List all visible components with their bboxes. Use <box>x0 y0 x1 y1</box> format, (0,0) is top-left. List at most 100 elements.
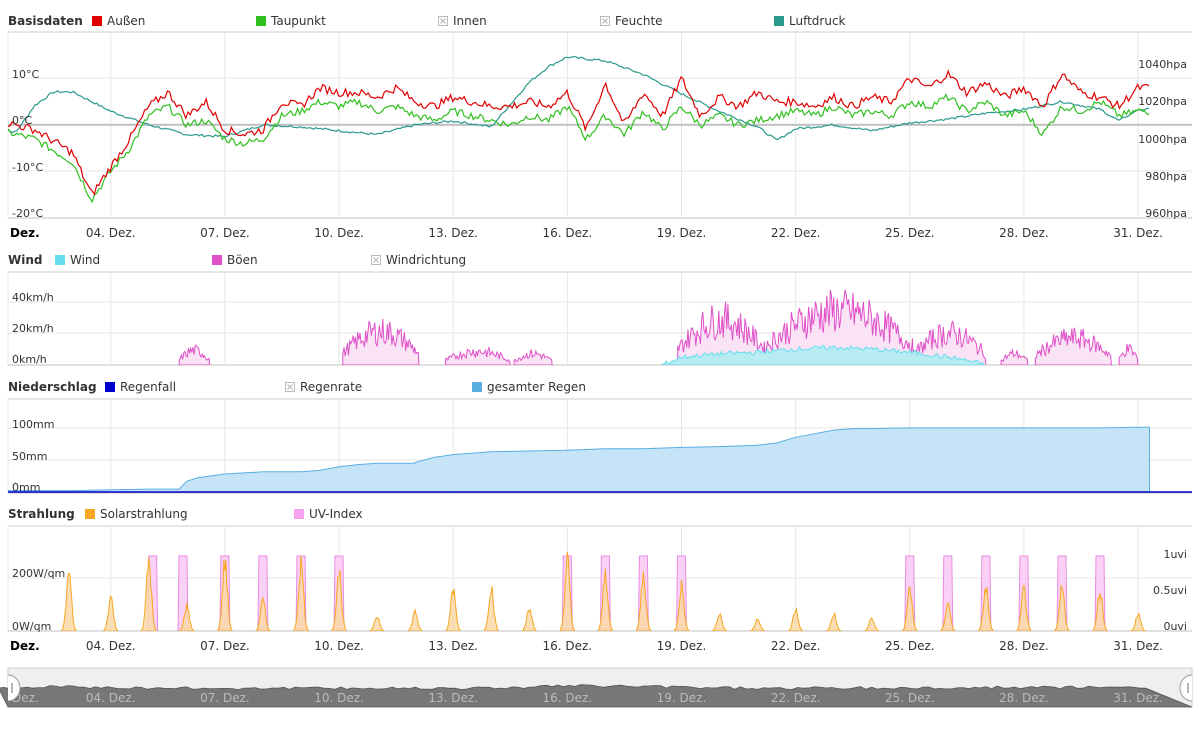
solar-spike <box>635 571 651 631</box>
panel-niederschlag: 100mm 50mm 0mm Niederschlag Regenfall Regenr… <box>7 380 1192 494</box>
solar-spike <box>674 580 689 631</box>
x-tick-label: 07. Dez. <box>200 226 250 240</box>
luftdruck-line <box>8 56 1150 141</box>
solar-spike <box>1054 585 1070 631</box>
grid-basisdaten <box>7 31 1192 219</box>
navigator-handle-right[interactable] <box>1179 674 1193 702</box>
axis-wind: 40km/h 20km/h 0km/h <box>12 291 54 366</box>
boeen-burst <box>764 289 915 365</box>
legend-label: Taupunkt <box>270 14 326 28</box>
x-tick-label-first: Dez. <box>10 226 40 240</box>
legend-item-windrichtung[interactable]: Windrichtung <box>371 253 467 267</box>
y-tick-label: 0W/qm <box>12 620 51 633</box>
legend-label: Windrichtung <box>386 253 466 267</box>
legend-label: Böen <box>227 253 258 267</box>
range-navigator[interactable]: Dez. 04. Dez. 07. Dez. 10. Dez. 13. Dez. 16. … <box>0 667 1193 708</box>
legend-swatch <box>85 509 95 519</box>
legend-label: Regenfall <box>120 380 176 394</box>
x-tick-label: 25. Dez. <box>885 639 935 653</box>
boeen-burst <box>445 345 511 365</box>
legend-item-taupunkt[interactable]: Taupunkt <box>256 14 326 28</box>
navigator-tick-label: 31. Dez. <box>1113 691 1163 705</box>
legend-label: Außen <box>107 14 145 28</box>
y-right-tick-label: 1000hpa <box>1138 133 1187 146</box>
legend-item-regenrate[interactable]: Regenrate <box>285 380 363 394</box>
legend-item-gesamter-regen[interactable]: gesamter Regen <box>472 380 586 394</box>
solar-spike <box>103 595 119 631</box>
boeen-burst <box>677 301 766 365</box>
x-axis-labels: Dez. 04. Dez. 07. Dez. 10. Dez. 13. Dez. 16. … <box>10 639 1163 653</box>
legend-swatch <box>294 509 304 519</box>
boeen-burst <box>342 318 420 365</box>
legend-label: Regenrate <box>300 380 362 394</box>
legend-swatch <box>212 255 222 265</box>
solar-spike <box>1092 593 1108 631</box>
solar-spike <box>597 568 613 631</box>
legend-item-feuchte[interactable]: Feuchte <box>600 14 663 28</box>
boeen-burst <box>913 319 987 365</box>
legend-swatch <box>92 16 102 26</box>
solar-spike <box>483 586 499 631</box>
y-tick-label: 40km/h <box>12 291 54 304</box>
handle-shape <box>7 674 21 702</box>
legend-item-b-en[interactable]: Böen <box>212 253 258 267</box>
solar-spike <box>331 569 347 631</box>
gesamter-regen-area <box>8 426 1150 493</box>
legend-item-regenfall[interactable]: Regenfall <box>105 380 176 394</box>
x-tick-label: 22. Dez. <box>771 226 821 240</box>
navigator-tick-label: 10. Dez. <box>314 691 364 705</box>
y-right-tick-label: 980hpa <box>1145 170 1187 183</box>
legend-strahlung: Strahlung Solarstrahlung UV-Index <box>8 507 363 521</box>
axis-niederschlag: 100mm 50mm 0mm <box>12 418 54 494</box>
solar-spike <box>217 559 233 631</box>
y-tick-label: 10°C <box>12 68 39 81</box>
legend-wind: Wind Wind Böen Windrichtung <box>8 253 466 267</box>
y-tick-label: 100mm <box>12 418 54 431</box>
navigator-series <box>0 684 1193 708</box>
x-tick-label: 04. Dez. <box>86 226 136 240</box>
solar-spike <box>407 608 423 631</box>
y-right-tick-label: 960hpa <box>1145 207 1187 220</box>
legend-item-au-en[interactable]: Außen <box>92 14 145 28</box>
navigator-tick-label: 28. Dez. <box>999 691 1049 705</box>
axis-strahlung: 200W/qm 0W/qm 1uvi 0.5uvi 0uvi <box>12 548 1187 633</box>
legend-item-luftdruck[interactable]: Luftdruck <box>774 14 846 28</box>
x-tick-label: 25. Dez. <box>885 226 935 240</box>
legend-swatch <box>774 16 784 26</box>
x-tick-label: 07. Dez. <box>200 639 250 653</box>
legend-item-uv-index[interactable]: UV-Index <box>294 507 363 521</box>
navigator-tick-label: 22. Dez. <box>771 691 821 705</box>
x-tick-label: 13. Dez. <box>428 226 478 240</box>
boeen-burst <box>1000 348 1029 365</box>
x-tick-label: 13. Dez. <box>428 639 478 653</box>
legend-item-innen[interactable]: Innen <box>438 14 487 28</box>
x-tick-label: 28. Dez. <box>999 639 1049 653</box>
boeen-burst <box>1034 327 1112 365</box>
solar-spike <box>978 586 994 631</box>
boeen-burst <box>513 349 553 365</box>
legend-item-wind[interactable]: Wind <box>55 253 100 267</box>
legend-label: UV-Index <box>309 507 363 521</box>
y-tick-label: 0mm <box>12 481 40 494</box>
solar-spike <box>1130 612 1146 631</box>
navigator-handle-left[interactable] <box>7 674 21 702</box>
panel-basisdaten: 10°C 0°C -10°C -20°C 1040hpa 1020hpa 1000hpa 98… <box>7 14 1192 220</box>
legend-swatch <box>105 382 115 392</box>
y-right-tick-label: 1uvi <box>1163 548 1187 561</box>
navigator-tick-label: 25. Dez. <box>885 691 935 705</box>
y-right-tick-label: 1040hpa <box>1138 58 1187 71</box>
disabled-x-icon <box>287 384 293 390</box>
axis-basisdaten: 10°C 0°C -10°C -20°C 1040hpa 1020hpa 1000hpa 98… <box>12 58 1187 220</box>
solar-spike <box>864 617 880 631</box>
legend-swatch <box>55 255 65 265</box>
legend-item-solarstrahlung[interactable]: Solarstrahlung <box>85 507 188 521</box>
legend-label: Wind <box>70 253 100 267</box>
boeen-burst <box>178 344 211 365</box>
boeen-burst <box>1118 343 1139 365</box>
y-tick-label: -10°C <box>12 161 43 174</box>
x-tick-label: 10. Dez. <box>314 226 364 240</box>
solar-spike <box>750 618 766 631</box>
x-tick-label: 04. Dez. <box>86 639 136 653</box>
